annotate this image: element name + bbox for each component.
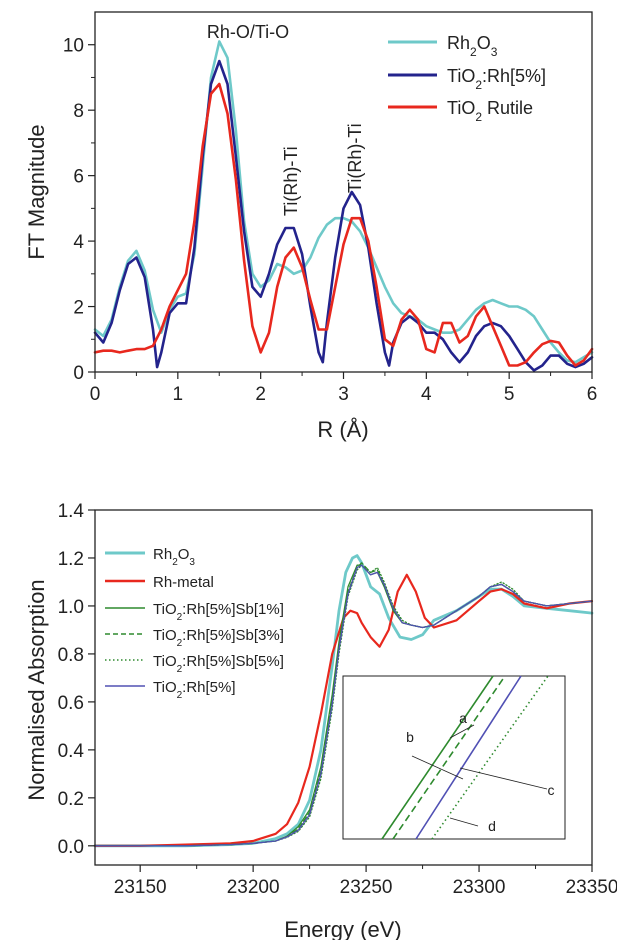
ft-axis-ticks: 0 1 2 3 4 5 6 0 2 4 6 8 10 — [63, 36, 597, 405]
inset-label-b: b — [406, 729, 414, 745]
series-line-rh-metal-bottom — [93, 573, 594, 847]
series-line-rh2o3-top — [93, 40, 594, 364]
x-axis-title-top: R (Å) — [317, 417, 368, 442]
x-tick-label-23200-bottom: 23200 — [227, 877, 280, 898]
y-tick-label-0-top: 0 — [73, 363, 84, 384]
y-tick-label-6-top: 6 — [73, 167, 84, 188]
legend-label-rh2o3-top: Rh2O3 — [447, 33, 498, 59]
inset-frame — [342, 675, 566, 840]
inset-label-d: d — [488, 818, 496, 834]
inset-line-c — [415, 675, 522, 840]
x-tick-label-23300-bottom: 23300 — [453, 877, 506, 898]
y-tick-label-1-bottom: 1.0 — [58, 597, 84, 618]
y-tick-label-0-bottom: 0.0 — [58, 837, 84, 858]
legend-label-tio2-rh5-bottom: TiO2:Rh[5%] — [153, 679, 236, 701]
series-line-tio2-rh-5-top — [93, 59, 594, 372]
x-tick-label-23350-bottom: 23350 — [566, 877, 617, 898]
y-axis-title-bottom: Normalised Absorption — [24, 579, 49, 800]
legend-label-rh2o3-bottom: Rh2O3 — [153, 546, 195, 568]
series-line-tio2-rh-5-bottom — [94, 564, 593, 847]
xanes-chart: 23150 23200 23250 23300 23350 0.0 0.2 0.4 0.6 0.8… — [24, 501, 617, 940]
x-tick-label-4-top: 4 — [421, 384, 432, 405]
annotation-ti-rh-ti-1: Ti(Rh)-Ti — [281, 146, 301, 216]
legend-label-sb1-bottom: TiO2:Rh[5%]Sb[1%] — [153, 601, 284, 623]
y-tick-label-0-8-bottom: 0.8 — [58, 645, 84, 666]
inset-leader-a — [449, 724, 475, 739]
xanes-legend: Rh2O3 Rh-metal TiO2:Rh[5%]Sb[1%] TiO2:Rh… — [105, 546, 284, 701]
x-tick-label-23250-bottom: 23250 — [340, 877, 393, 898]
series-line-tio2-rutile-top — [93, 82, 594, 367]
ft-legend: Rh2O3 TiO2:Rh[5%] TiO2 Rutile — [388, 33, 546, 124]
x-axis-title-bottom: Energy (eV) — [284, 917, 401, 940]
inset-label-c: c — [548, 782, 555, 798]
edge-zoom-inset: a b c d — [342, 675, 566, 840]
y-tick-label-0-2-bottom: 0.2 — [58, 789, 84, 810]
inset-leader-c — [459, 767, 548, 790]
y-tick-label-1-2-bottom: 1.2 — [58, 549, 84, 570]
legend-label-tio2-rh5-top: TiO2:Rh[5%] — [447, 66, 546, 92]
y-tick-label-0-4-bottom: 0.4 — [58, 741, 85, 762]
legend-label-tio2-rutile-top: TiO2 Rutile — [447, 98, 533, 124]
y-tick-label-8-top: 8 — [73, 101, 84, 122]
x-tick-label-5-top: 5 — [504, 384, 515, 405]
legend-label-rh-metal-bottom: Rh-metal — [153, 574, 214, 591]
x-tick-label-3-top: 3 — [338, 384, 349, 405]
y-tick-label-10-top: 10 — [63, 36, 84, 57]
y-tick-label-0-6-bottom: 0.6 — [58, 693, 84, 714]
series-line-tio2-rh-5-sb-5-bottom — [94, 564, 593, 847]
annotation-rh-o-ti-o: Rh-O/Ti-O — [207, 22, 289, 42]
inset-line-d — [431, 675, 549, 840]
y-tick-label-2-top: 2 — [73, 298, 84, 319]
inset-leader-b — [411, 755, 464, 780]
legend-label-sb3-bottom: TiO2:Rh[5%]Sb[3%] — [153, 627, 284, 649]
y-tick-label-4-top: 4 — [73, 232, 84, 253]
legend-label-sb5-bottom: TiO2:Rh[5%]Sb[5%] — [153, 653, 284, 675]
x-tick-label-1-top: 1 — [173, 384, 184, 405]
x-tick-label-6-top: 6 — [587, 384, 598, 405]
annotation-ti-rh-ti-2: Ti(Rh)-Ti — [345, 123, 365, 193]
xanes-series-group — [93, 554, 594, 848]
x-tick-label-0-top: 0 — [90, 384, 101, 405]
ft-magnitude-chart: 0 1 2 3 4 5 6 0 2 4 6 8 10 R (Å) FT Magnitude Rh-O/T… — [24, 11, 597, 442]
plot-frame-bottom — [94, 509, 593, 866]
xanes-axis-ticks: 23150 23200 23250 23300 23350 0.0 0.2 0.4 0.6 0.8… — [58, 501, 617, 898]
x-tick-label-23150-bottom: 23150 — [114, 877, 167, 898]
y-tick-label-1-4-bottom: 1.4 — [58, 501, 85, 522]
y-axis-title-top: FT Magnitude — [24, 124, 49, 259]
ft-series-group — [93, 40, 594, 372]
x-tick-label-2-top: 2 — [255, 384, 266, 405]
inset-leader-d — [449, 817, 479, 827]
inset-label-a: a — [459, 710, 467, 726]
inset-line-a — [381, 675, 494, 840]
